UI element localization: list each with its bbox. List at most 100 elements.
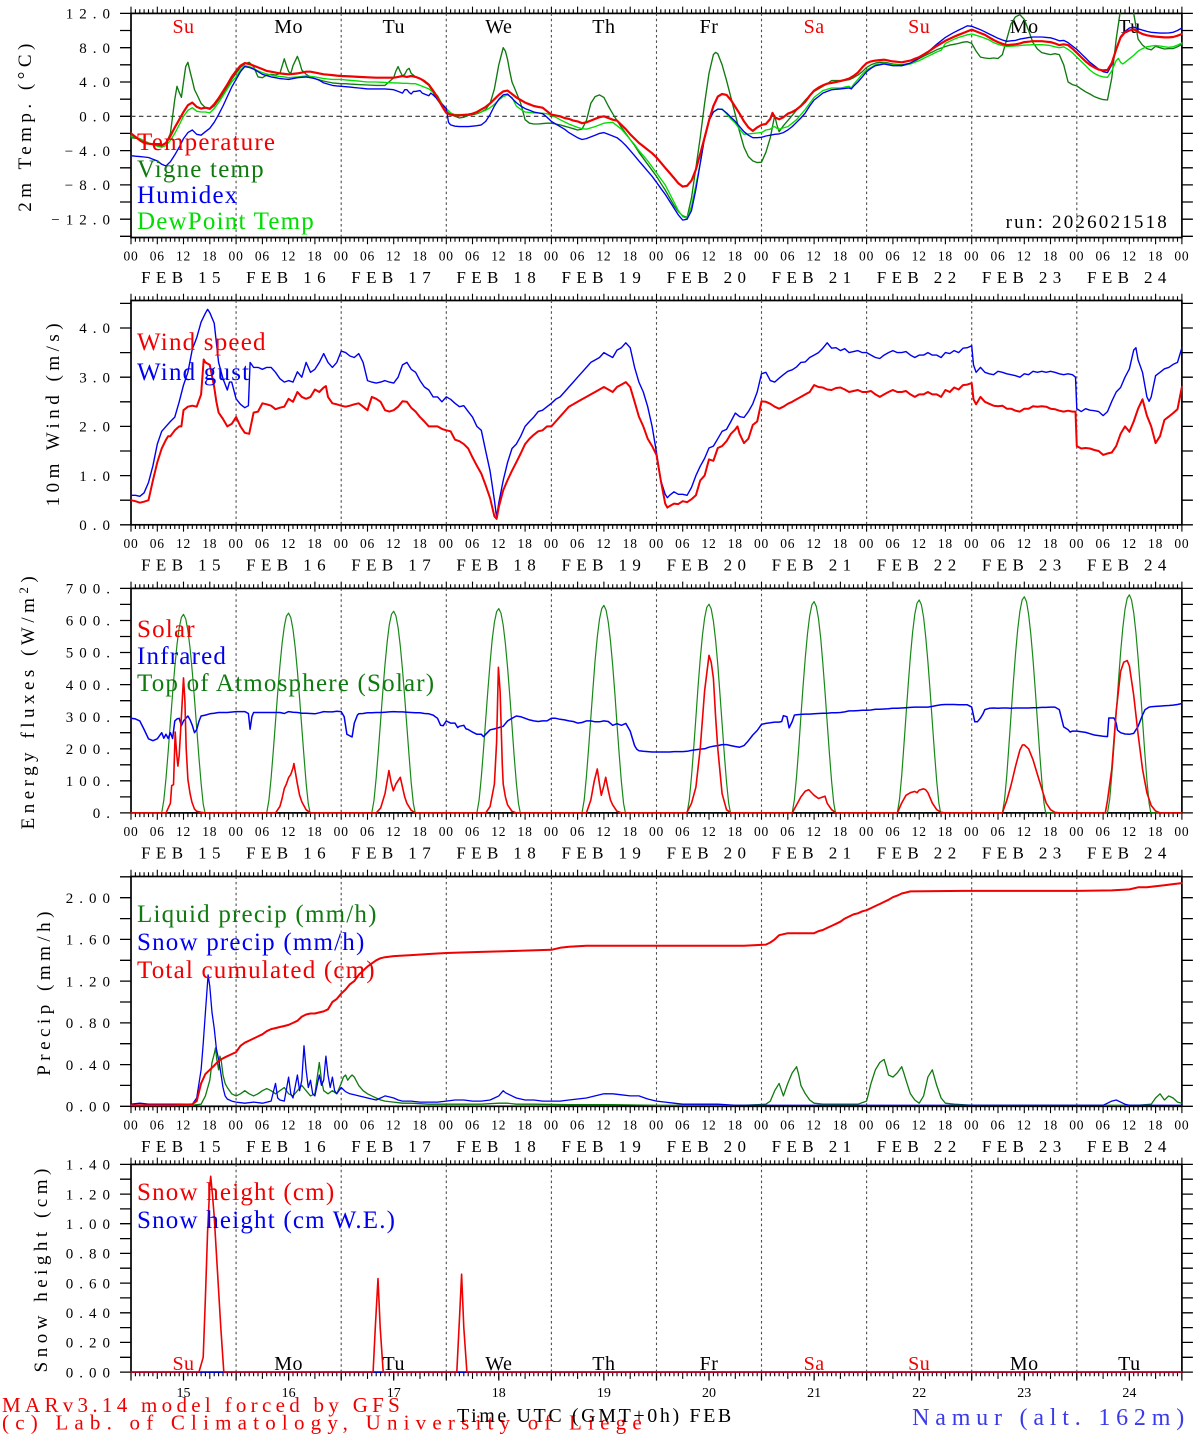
svg-text:600.: 600. — [66, 614, 116, 630]
svg-text:18: 18 — [202, 249, 217, 264]
svg-text:1.60: 1.60 — [66, 933, 116, 949]
svg-text:19: 19 — [597, 1386, 611, 1401]
svg-text:FEB 17: FEB 17 — [351, 268, 436, 287]
svg-text:18: 18 — [1043, 1117, 1058, 1132]
svg-text:12: 12 — [1122, 536, 1137, 551]
svg-text:06: 06 — [780, 249, 795, 264]
svg-text:FEB 19: FEB 19 — [561, 843, 646, 862]
svg-text:18: 18 — [412, 824, 427, 839]
svg-text:Mo: Mo — [1010, 16, 1039, 38]
svg-text:Su: Su — [172, 16, 194, 38]
svg-text:15: 15 — [177, 1386, 191, 1401]
svg-text:Su: Su — [908, 16, 930, 38]
svg-text:18: 18 — [728, 249, 743, 264]
svg-text:12: 12 — [281, 536, 296, 551]
svg-text:00: 00 — [334, 536, 349, 551]
svg-text:Vigne temp: Vigne temp — [137, 156, 265, 183]
svg-text:16: 16 — [282, 1386, 296, 1401]
svg-text:06: 06 — [255, 824, 270, 839]
svg-text:06: 06 — [360, 536, 375, 551]
svg-text:12: 12 — [596, 249, 611, 264]
svg-text:12: 12 — [176, 1117, 191, 1132]
svg-text:00: 00 — [229, 824, 244, 839]
svg-text:Top of Atmosphere (Solar): Top of Atmosphere (Solar) — [137, 670, 435, 697]
svg-text:12: 12 — [491, 824, 506, 839]
svg-text:00: 00 — [123, 249, 138, 264]
svg-text:0.80: 0.80 — [66, 1247, 116, 1263]
svg-text:FEB 22: FEB 22 — [877, 268, 962, 287]
svg-text:12: 12 — [596, 824, 611, 839]
svg-text:12: 12 — [912, 1117, 927, 1132]
svg-text:00: 00 — [439, 249, 454, 264]
svg-text:06: 06 — [150, 1117, 165, 1132]
svg-text:FEB 17: FEB 17 — [351, 555, 436, 574]
svg-text:06: 06 — [255, 1117, 270, 1132]
svg-text:Mo: Mo — [274, 16, 303, 38]
svg-text:06: 06 — [990, 249, 1005, 264]
svg-text:12: 12 — [386, 1117, 401, 1132]
svg-text:06: 06 — [570, 536, 585, 551]
svg-text:00: 00 — [1174, 824, 1189, 839]
svg-text:FEB 21: FEB 21 — [772, 268, 857, 287]
svg-text:We: We — [485, 16, 512, 38]
svg-text:FEB 15: FEB 15 — [141, 843, 226, 862]
svg-text:Precip (mm/h): Precip (mm/h) — [34, 907, 55, 1076]
svg-text:00: 00 — [1069, 1117, 1084, 1132]
svg-text:12: 12 — [1122, 249, 1137, 264]
svg-text:06: 06 — [1096, 536, 1111, 551]
svg-text:FEB 18: FEB 18 — [456, 555, 541, 574]
svg-text:00: 00 — [439, 824, 454, 839]
svg-text:17: 17 — [387, 1386, 401, 1401]
svg-text:DewPoint Temp: DewPoint Temp — [137, 208, 315, 235]
svg-text:18: 18 — [1148, 824, 1163, 839]
svg-text:FEB 24: FEB 24 — [1087, 555, 1172, 574]
svg-text:00: 00 — [229, 1117, 244, 1132]
svg-text:06: 06 — [675, 824, 690, 839]
svg-text:18: 18 — [412, 1117, 427, 1132]
svg-text:FEB 16: FEB 16 — [246, 1137, 331, 1156]
svg-text:12: 12 — [386, 536, 401, 551]
svg-text:06: 06 — [150, 536, 165, 551]
svg-text:18: 18 — [202, 1117, 217, 1132]
svg-text:(c) Lab. of Climatology, Unive: (c) Lab. of Climatology, University of L… — [2, 1411, 648, 1435]
svg-text:0.00: 0.00 — [66, 1100, 116, 1116]
svg-text:18: 18 — [938, 249, 953, 264]
svg-text:00: 00 — [649, 824, 664, 839]
svg-text:18: 18 — [412, 536, 427, 551]
svg-text:Snow height (cm): Snow height (cm) — [137, 1179, 335, 1206]
svg-text:200.: 200. — [66, 742, 116, 758]
svg-text:12: 12 — [1122, 1117, 1137, 1132]
svg-text:FEB 21: FEB 21 — [772, 843, 857, 862]
svg-text:Th: Th — [592, 16, 615, 38]
svg-text:FEB 21: FEB 21 — [772, 555, 857, 574]
svg-text:06: 06 — [990, 1117, 1005, 1132]
svg-text:12: 12 — [701, 824, 716, 839]
svg-text:FEB 19: FEB 19 — [561, 1137, 646, 1156]
svg-text:FEB 18: FEB 18 — [456, 268, 541, 287]
svg-text:Fr: Fr — [700, 16, 719, 38]
svg-text:00: 00 — [859, 824, 874, 839]
svg-text:1.20: 1.20 — [66, 974, 116, 990]
svg-text:06: 06 — [675, 249, 690, 264]
svg-text:06: 06 — [465, 824, 480, 839]
svg-text:12: 12 — [1122, 824, 1137, 839]
svg-text:18: 18 — [833, 249, 848, 264]
svg-text:00: 00 — [544, 536, 559, 551]
svg-text:Infrared: Infrared — [137, 643, 227, 670]
svg-text:Energy fluxes (W/m2): Energy fluxes (W/m2) — [16, 572, 39, 830]
svg-text:0.00: 0.00 — [66, 1365, 116, 1381]
svg-text:2m Temp. (°C): 2m Temp. (°C) — [15, 39, 36, 212]
svg-text:Tu: Tu — [1118, 1353, 1141, 1375]
svg-text:00: 00 — [229, 536, 244, 551]
svg-text:FEB 23: FEB 23 — [982, 555, 1067, 574]
svg-text:FEB 16: FEB 16 — [246, 268, 331, 287]
svg-text:0.0: 0.0 — [79, 518, 116, 534]
svg-text:06: 06 — [570, 1117, 585, 1132]
svg-text:06: 06 — [360, 824, 375, 839]
svg-text:Su: Su — [908, 1353, 930, 1375]
svg-text:18: 18 — [1043, 824, 1058, 839]
svg-text:00: 00 — [649, 1117, 664, 1132]
svg-text:Snow precip (mm/h): Snow precip (mm/h) — [137, 929, 366, 956]
svg-text:12: 12 — [701, 1117, 716, 1132]
svg-text:18: 18 — [623, 1117, 638, 1132]
